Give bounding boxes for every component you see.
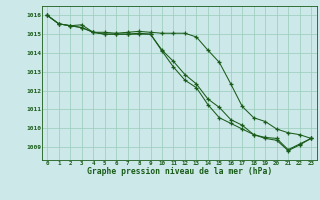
X-axis label: Graphe pression niveau de la mer (hPa): Graphe pression niveau de la mer (hPa) [87, 167, 272, 176]
